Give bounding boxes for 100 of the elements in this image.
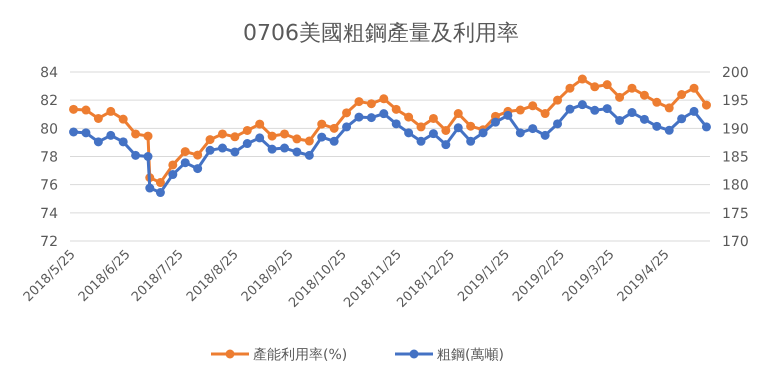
point	[615, 92, 624, 102]
point	[168, 160, 178, 170]
point	[528, 124, 538, 134]
point	[553, 96, 562, 105]
point	[627, 108, 636, 118]
point	[416, 122, 426, 132]
point	[528, 101, 538, 110]
point	[280, 144, 290, 153]
point	[602, 80, 612, 90]
point	[640, 90, 649, 100]
point	[180, 147, 190, 156]
point	[702, 100, 711, 110]
point	[690, 106, 699, 116]
point	[690, 84, 699, 93]
point	[354, 97, 364, 106]
point	[342, 122, 352, 132]
point	[118, 114, 128, 124]
point	[218, 144, 227, 153]
point	[94, 137, 103, 146]
y-tick-label: 82	[40, 93, 58, 110]
point	[404, 112, 414, 122]
point	[156, 178, 165, 188]
point	[615, 116, 624, 125]
point	[81, 106, 90, 115]
point	[490, 118, 500, 127]
point	[206, 135, 215, 144]
point	[664, 126, 674, 135]
point	[342, 108, 352, 118]
y-tick-label: 74	[40, 206, 58, 222]
point	[454, 109, 463, 118]
y2-tick-label: 180	[722, 178, 749, 194]
y2-tick-label: 170	[722, 234, 749, 250]
y-tick-label: 76	[40, 178, 58, 194]
point	[428, 114, 438, 123]
point	[354, 112, 364, 122]
point	[144, 152, 153, 161]
point	[330, 136, 339, 146]
point	[280, 129, 290, 138]
point	[540, 130, 550, 140]
point	[268, 132, 277, 141]
point	[602, 104, 612, 114]
point	[366, 113, 376, 122]
point	[118, 137, 128, 146]
point	[652, 98, 662, 107]
point	[379, 109, 388, 118]
point	[428, 129, 438, 138]
point	[664, 103, 674, 112]
y-tick-label: 72	[40, 234, 58, 250]
point	[168, 170, 178, 180]
point	[255, 133, 264, 142]
point	[466, 136, 476, 146]
chart-title: 0706美國粗鋼產量及利用率	[243, 21, 519, 46]
point	[69, 127, 78, 136]
point	[578, 74, 587, 84]
point	[180, 158, 190, 168]
legend-label: 粗鋼(萬噸)	[437, 347, 504, 363]
point	[230, 147, 240, 156]
point	[441, 126, 450, 135]
y2-tick-label: 190	[722, 121, 749, 138]
point	[81, 128, 90, 138]
point	[69, 104, 78, 114]
point	[652, 122, 662, 131]
point	[292, 147, 302, 156]
point	[466, 122, 476, 131]
point	[106, 106, 116, 116]
point	[702, 122, 711, 132]
point	[590, 82, 600, 92]
point	[392, 104, 401, 114]
point	[379, 94, 388, 104]
point	[478, 128, 488, 138]
y2-tick-label: 200	[722, 65, 749, 81]
y-tick-label: 80	[40, 121, 58, 138]
point	[516, 106, 525, 115]
point	[565, 84, 574, 93]
point	[317, 120, 326, 129]
point	[304, 150, 314, 160]
point	[392, 119, 401, 128]
point	[230, 132, 240, 142]
point	[193, 150, 202, 160]
point	[268, 144, 277, 154]
point	[317, 132, 326, 142]
y2-tick-label: 175	[722, 206, 749, 222]
point	[94, 114, 103, 123]
point	[242, 139, 252, 148]
point	[193, 164, 202, 174]
point	[292, 134, 302, 144]
point	[454, 123, 463, 132]
point	[516, 128, 525, 138]
point	[404, 128, 414, 138]
y2-tick-label: 195	[722, 93, 749, 110]
legend-label: 產能利用率(%)	[253, 347, 348, 363]
point	[131, 129, 140, 138]
point	[677, 114, 686, 124]
point	[416, 136, 426, 146]
point	[156, 188, 165, 198]
y2-tick-label: 185	[722, 150, 749, 166]
point	[441, 140, 450, 150]
point	[330, 124, 339, 133]
point	[540, 109, 550, 118]
point	[304, 136, 314, 146]
